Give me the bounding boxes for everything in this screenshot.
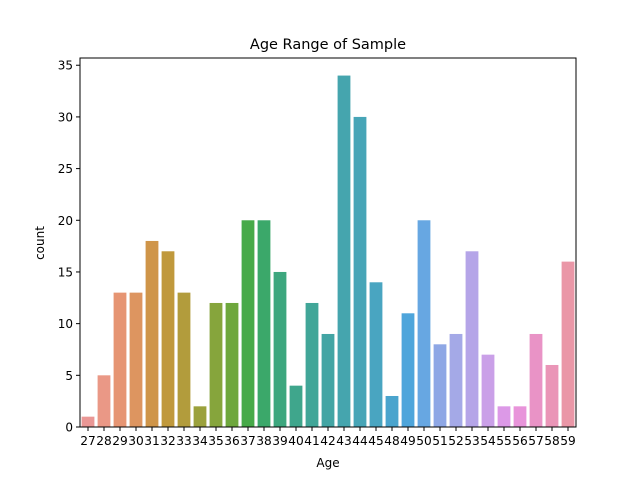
bar-51	[433, 344, 447, 427]
bar-38	[257, 220, 271, 427]
y-tick-label: 30	[58, 110, 73, 124]
x-tick-label-34: 34	[192, 434, 208, 448]
bar-56	[513, 406, 527, 427]
x-tick-label-38: 38	[256, 434, 272, 448]
bar-43	[337, 75, 351, 427]
bar-35	[209, 302, 223, 427]
bar-29	[113, 292, 127, 427]
y-axis-label: count	[33, 226, 47, 260]
x-tick-label-31: 31	[144, 434, 160, 448]
y-tick-label: 25	[58, 162, 73, 176]
x-tick-label-52: 52	[448, 434, 464, 448]
bar-28	[97, 375, 111, 427]
x-tick-label-59: 59	[560, 434, 576, 448]
x-tick-label-48: 48	[384, 434, 400, 448]
x-tick-label-53: 53	[464, 434, 480, 448]
bar-42	[321, 333, 335, 427]
x-tick-label-55: 55	[496, 434, 512, 448]
x-tick-label-30: 30	[128, 434, 144, 448]
x-tick-label-40: 40	[288, 434, 304, 448]
x-tick-label-45: 45	[368, 434, 384, 448]
x-axis-label: Age	[316, 456, 339, 470]
bar-37	[241, 220, 255, 427]
bar-59	[561, 261, 575, 427]
bar-41	[305, 302, 319, 427]
bar-32	[161, 251, 175, 427]
x-tick-label-27: 27	[80, 434, 96, 448]
bar-50	[417, 220, 431, 427]
bar-40	[289, 385, 303, 427]
x-tick-label-50: 50	[416, 434, 432, 448]
x-tick-label-42: 42	[320, 434, 336, 448]
x-tick-label-43: 43	[336, 434, 352, 448]
bar-57	[529, 333, 543, 427]
x-tick-label-39: 39	[272, 434, 288, 448]
bar-53	[465, 251, 479, 427]
x-tick-label-58: 58	[544, 434, 560, 448]
y-tick-label: 20	[58, 214, 73, 228]
bar-48	[385, 395, 399, 427]
x-tick-label-49: 49	[400, 434, 416, 448]
y-tick-label: 15	[58, 265, 73, 279]
x-tick-label-36: 36	[224, 434, 240, 448]
x-tick-label-37: 37	[240, 434, 256, 448]
y-tick-label: 35	[58, 59, 73, 73]
bar-27	[81, 416, 95, 427]
x-tick-label-28: 28	[96, 434, 112, 448]
bar-44	[353, 116, 367, 428]
y-tick-label: 10	[58, 317, 73, 331]
x-tick-label-54: 54	[480, 434, 496, 448]
bar-55	[497, 406, 511, 427]
bar-58	[545, 364, 559, 427]
x-tick-label-56: 56	[512, 434, 528, 448]
x-tick-label-41: 41	[304, 434, 320, 448]
y-tick-label: 0	[65, 421, 73, 435]
x-tick-label-57: 57	[528, 434, 544, 448]
bar-36	[225, 302, 239, 427]
x-tick-label-51: 51	[432, 434, 448, 448]
bar-39	[273, 271, 287, 427]
y-tick-label: 5	[65, 369, 73, 383]
bar-31	[145, 240, 159, 427]
x-tick-label-35: 35	[208, 434, 224, 448]
bar-45	[369, 282, 383, 427]
bar-34	[193, 406, 207, 427]
x-tick-label-33: 33	[176, 434, 192, 448]
chart-title: Age Range of Sample	[250, 37, 406, 53]
bar-30	[129, 292, 143, 427]
x-tick-label-44: 44	[352, 434, 368, 448]
x-tick-label-29: 29	[112, 434, 128, 448]
bar-52	[449, 333, 463, 427]
bar-54	[481, 354, 495, 427]
bar-49	[401, 313, 415, 427]
bar-33	[177, 292, 191, 427]
x-tick-label-32: 32	[160, 434, 176, 448]
